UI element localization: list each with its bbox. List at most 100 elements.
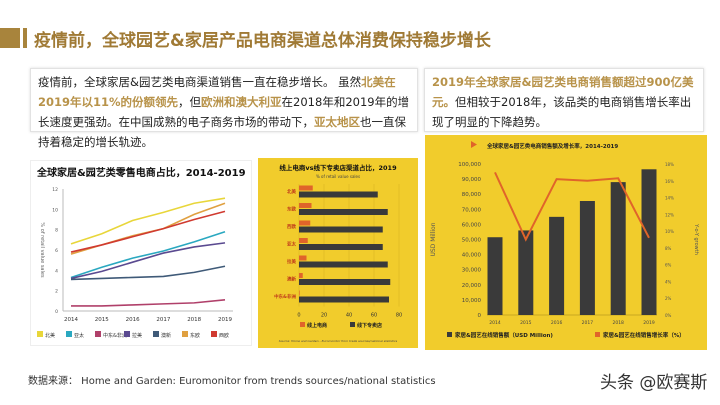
bar-chart-channel: 线上电商vs线下专卖店渠道占比，2019 % of retail value sa… [258,158,418,348]
summary-box-right: 2019年全球家居&园艺类电商销售额超过900亿美元。但相较于2018年，该品类… [424,68,704,132]
bar-online [299,273,303,278]
legend-label: 线上电商 [307,322,327,329]
y2-tick-label: 0% [665,313,672,318]
y2-tick-label: 4% [665,279,672,284]
x-tick-label: 2017 [582,320,594,326]
legend-swatch [153,331,159,337]
highlight: 2019年全球家居&园艺类电商销售额超过900亿美元。 [432,75,694,109]
y-tick-label: 80,000 [462,192,482,198]
x-tick-label: 2017 [156,317,170,323]
y-tick-label: 90,000 [462,177,482,183]
bar-online [299,185,313,191]
category-label: 中东&非洲 [274,293,296,300]
bar-offline [299,226,383,233]
bar-online [299,238,308,243]
bar-online [299,290,300,296]
x-tick-label: 2016 [126,317,140,323]
y-tick-label: 0 [55,309,58,315]
watermark: 头条 @欧赛斯 [600,373,708,393]
series-line-3 [70,242,226,280]
category-label: 亚太 [287,241,296,248]
series-line-0 [70,197,226,245]
data-source: 数据来源： Home and Garden: Euromonitor from … [28,376,436,387]
category-label: 拉美 [287,258,296,265]
legend-swatch [350,322,355,327]
summary-box-left: 疫情前，全球家居&园艺类电商渠道销售一直在稳步增长。 虽然北美在2019年以11… [30,68,418,149]
series-line-4 [70,265,226,281]
legend-swatch [37,331,43,337]
y-tick-label: 4 [55,268,58,274]
y2-tick-label: 12% [665,212,674,217]
series-line-1 [70,230,226,279]
legend-label: 中东&非洲 [103,332,127,339]
y-tick-label: 50,000 [462,238,482,244]
y-tick-label: 6 [55,248,58,254]
triangle-icon [471,141,477,148]
highlight: 亚太地区 [314,115,360,129]
y-tick-label: 100,000 [458,162,481,168]
x-tick-label: 2015 [520,320,532,326]
legend-label: 东欧 [190,332,200,339]
x-tick-label: 40 [346,313,352,319]
chart-source: Source: Home and Garden - Euromonitor fr… [279,339,398,343]
legend-swatch [300,322,305,327]
series-line-6 [70,210,226,253]
y2-tick-label: 10% [665,229,674,234]
title-accent-block [0,28,20,48]
bar [610,182,626,315]
page-title: 疫情前，全球园艺&家居产品电商渠道总体消费保持稳步增长 [34,31,491,51]
y-tick-label: 12 [52,187,58,193]
highlight: 欧洲和澳大利亚 [201,95,282,109]
category-label: 东欧 [287,206,296,213]
x-tick-label: 2014 [489,320,501,326]
y-tick-label: 2 [55,289,58,295]
y-tick-label: 10,000 [462,298,482,304]
title-accent-bar [23,28,27,48]
y2-tick-label: 8% [665,246,672,251]
legend-label: 北美 [45,332,55,339]
x-tick-label: 2019 [218,317,232,323]
x-tick-label: 2019 [643,320,655,326]
line-chart-share: 全球家居&园艺类零售电商占比，2014-2019 0 2 4 6 8 10 12 % of re… [30,160,252,346]
bar-offline [299,279,391,285]
y-tick-label: 10 [52,207,58,213]
hbar-chart-svg: 线上电商vs线下专卖店渠道占比，2019 % of retail value sa… [274,163,402,343]
y-tick-label: 0 [478,313,482,319]
y2-tick-label: 14% [665,196,674,201]
text: 也一直保持着稳定的增长轨迹。 [38,115,406,149]
bar-offline [299,209,388,215]
combo-chart-svg: 全球家居&园艺类电商销售额及增长率，2014-2019 0 10,000 20,000… [430,141,699,339]
legend-swatch [124,331,130,337]
bar-offline [299,244,383,250]
legend-label: 拉美 [132,332,142,339]
chart-subtitle: % of retail value sales [316,174,360,179]
combo-chart-sales: 全球家居&园艺类电商销售额及增长率，2014-2019 0 10,000 20,000… [425,135,707,350]
legend-swatch [182,331,188,337]
bar-online [299,255,307,261]
bar [579,200,595,315]
y2-tick-label: 2% [665,296,672,301]
x-tick-label: 2014 [64,317,78,323]
series-line-2 [71,299,226,307]
bar-online [299,203,312,208]
legend-label: 线下专卖店 [357,322,382,329]
legend-label: 西欧 [219,332,229,339]
y-axis-label: % of retail value sales [39,222,45,278]
bar-online [299,220,311,226]
text: 在2018年和2019年的增长速度更强劲。在中国成熟的电子商务市场的带动下， [38,95,410,129]
category-label: 西欧 [287,223,296,230]
bar [518,230,534,315]
x-tick-label: 2018 [612,320,624,326]
x-tick-label: 60 [371,313,377,319]
legend-label: 澳新 [161,332,171,339]
y-tick-label: 30,000 [462,268,482,274]
bar [549,216,565,315]
bar [487,237,503,315]
y2-axis-label: Y-o-Y growth [693,223,699,255]
legend-swatch [66,331,72,337]
y-tick-label: 20,000 [462,283,482,289]
text: 疫情前，全球家居&园艺类电商渠道销售一直在稳步增长。 虽然 [38,75,362,89]
bar-offline [299,191,378,198]
legend-label: 亚太 [74,332,84,339]
x-tick-label: 2016 [551,320,563,326]
